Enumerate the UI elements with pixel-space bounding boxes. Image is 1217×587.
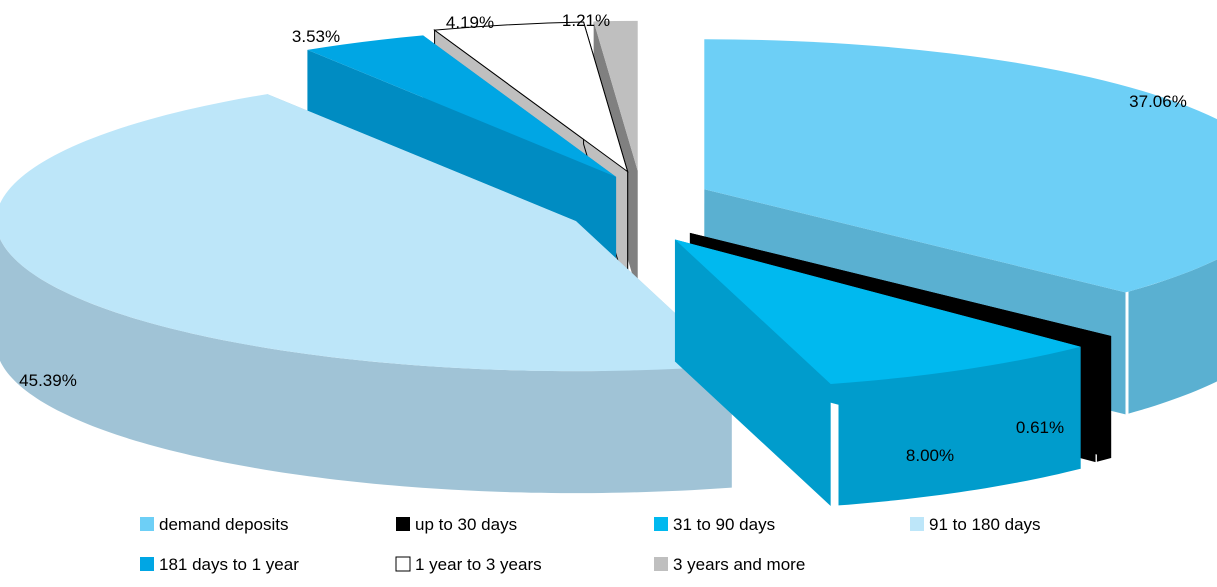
legend-swatch [910, 517, 924, 531]
legend-item-demand-deposits: demand deposits [140, 515, 288, 534]
legend-swatch [654, 517, 668, 531]
legend-label: up to 30 days [415, 515, 517, 534]
data-label-3-years-and-more: 1.21% [562, 11, 610, 30]
legend-swatch [140, 557, 154, 571]
legend-label: 31 to 90 days [673, 515, 775, 534]
legend-label: 181 days to 1 year [159, 555, 299, 574]
legend-swatch [140, 517, 154, 531]
legend-item-91-to-180-days: 91 to 180 days [910, 515, 1041, 534]
data-label-91-to-180-days: 45.39% [19, 371, 77, 390]
legend-label: 91 to 180 days [929, 515, 1041, 534]
data-label-1-year-to-3-years: 4.19% [446, 13, 494, 32]
data-label-181-days-to-1-year: 3.53% [292, 27, 340, 46]
legend: demand deposits up to 30 days 31 to 90 day… [140, 515, 1041, 574]
legend-swatch [654, 557, 668, 571]
data-label-demand-deposits: 37.06% [1129, 92, 1187, 111]
legend-item-181-days-to-1-year: 181 days to 1 year [140, 555, 299, 574]
legend-item-3-years-and-more: 3 years and more [654, 555, 805, 574]
pie-slice-side [1097, 336, 1111, 462]
legend-item-1-year-to-3-years: 1 year to 3 years [396, 555, 542, 574]
legend-item-31-to-90-days: 31 to 90 days [654, 515, 775, 534]
legend-item-up-to-30-days: up to 30 days [396, 515, 517, 534]
data-label-31-to-90-days: 8.00% [906, 446, 954, 465]
legend-label: 1 year to 3 years [415, 555, 542, 574]
legend-swatch [396, 517, 410, 531]
data-label-up-to-30-days: 0.61% [1016, 418, 1064, 437]
legend-label: 3 years and more [673, 555, 805, 574]
legend-label: demand deposits [159, 515, 288, 534]
legend-swatch [396, 557, 410, 571]
